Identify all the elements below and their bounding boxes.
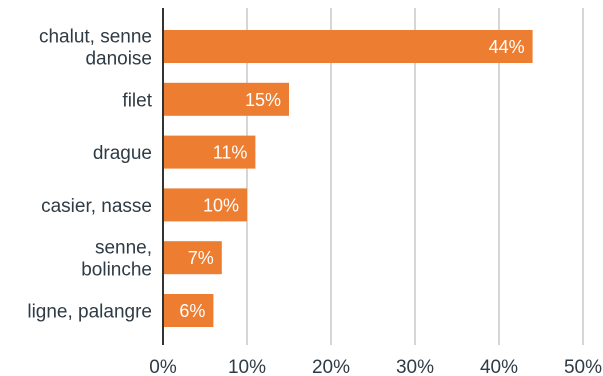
bar <box>164 82 289 116</box>
category-label: chalut, senne danoise <box>39 27 152 70</box>
x-tick-label: 30% <box>396 357 434 376</box>
bar <box>164 188 247 222</box>
data-label: 6% <box>179 301 205 321</box>
bar <box>164 135 256 169</box>
x-tick-label: 10% <box>228 357 266 376</box>
category-label: filet <box>122 90 152 111</box>
bar <box>164 30 533 63</box>
category-label-line: senne, <box>95 238 152 259</box>
category-label-line: chalut, senne <box>39 27 152 48</box>
bar <box>164 294 214 327</box>
x-tick-labels: 0% 10% 20% 30% 40% 50% <box>149 357 602 376</box>
data-label: 10% <box>203 195 239 215</box>
data-label: 44% <box>489 37 525 57</box>
category-label-line: casier, nasse <box>41 196 152 217</box>
x-tick-label: 50% <box>564 357 602 376</box>
category-label: drague <box>93 143 152 164</box>
x-tick-label: 0% <box>149 357 177 376</box>
category-labels: chalut, senne danoise filet drague casier, n… <box>27 27 152 323</box>
bar <box>164 241 222 275</box>
data-labels: 44% 15% 11% 10% 7% 6% <box>179 37 524 321</box>
category-label-line: filet <box>122 90 152 111</box>
data-label: 15% <box>245 90 281 110</box>
category-label: ligne, palangre <box>27 302 152 323</box>
category-label-line: ligne, palangre <box>27 302 152 323</box>
category-label: casier, nasse <box>41 196 152 217</box>
category-label-line: bolinche <box>81 260 152 281</box>
gridlines <box>246 8 584 345</box>
data-label: 7% <box>188 248 214 268</box>
category-label-line: danoise <box>85 49 152 70</box>
category-label: senne, bolinche <box>81 238 152 281</box>
bars <box>164 30 533 327</box>
x-tick-label: 20% <box>312 357 350 376</box>
category-label-line: drague <box>93 143 152 164</box>
data-label: 11% <box>213 143 248 163</box>
x-tick-label: 40% <box>480 357 518 376</box>
